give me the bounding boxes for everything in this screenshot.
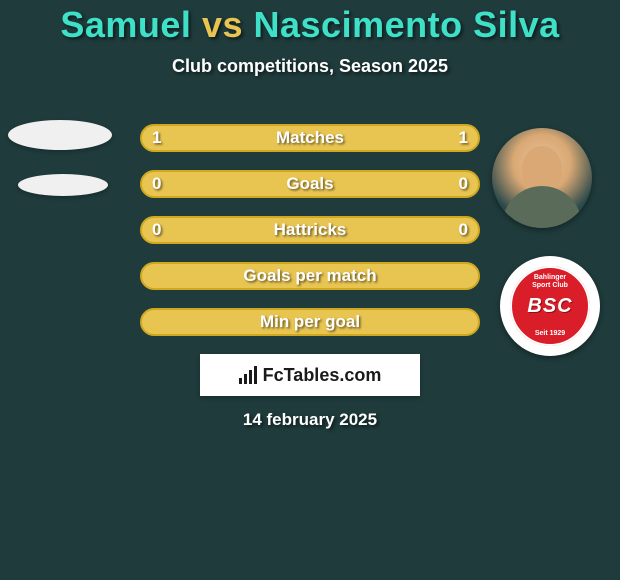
stat-row-goals: 0 Goals 0 <box>140 170 480 198</box>
badge-text-bottom: Seit 1929 <box>510 330 590 338</box>
title-player2: Nascimento Silva <box>254 4 560 45</box>
badge-center-text: BSC <box>527 295 572 318</box>
stat-label: Hattricks <box>274 220 347 240</box>
fctables-logo-icon <box>239 366 257 384</box>
stat-right-value: 1 <box>459 126 468 150</box>
stat-row-matches: 1 Matches 1 <box>140 124 480 152</box>
player2-club-badge-icon: Bahlinger Sport Club BSC Seit 1929 <box>500 256 600 356</box>
branding-box: FcTables.com <box>200 354 420 396</box>
stat-row-min-per-goal: Min per goal <box>140 308 480 336</box>
comparison-infographic: Samuel vs Nascimento Silva Club competit… <box>0 0 620 580</box>
stat-label: Goals per match <box>243 266 376 286</box>
title-vs: vs <box>202 4 243 45</box>
avatar-placeholder-icon <box>8 120 112 150</box>
stat-label: Goals <box>286 174 333 194</box>
stat-label: Matches <box>276 128 344 148</box>
title-player1: Samuel <box>60 4 191 45</box>
stat-right-value: 0 <box>459 218 468 242</box>
stat-row-hattricks: 0 Hattricks 0 <box>140 216 480 244</box>
stat-left-value: 0 <box>152 218 161 242</box>
player2-avatar-icon <box>492 128 592 228</box>
club-badge-inner: Bahlinger Sport Club BSC Seit 1929 <box>510 266 590 346</box>
stat-row-goals-per-match: Goals per match <box>140 262 480 290</box>
stat-bars: 1 Matches 1 0 Goals 0 0 Hattricks 0 Goal… <box>140 124 480 354</box>
stat-label: Min per goal <box>260 312 360 332</box>
subtitle: Club competitions, Season 2025 <box>0 56 620 77</box>
infographic-date: 14 february 2025 <box>0 410 620 430</box>
stat-left-value: 0 <box>152 172 161 196</box>
stat-left-value: 1 <box>152 126 161 150</box>
club-placeholder-icon <box>18 174 108 196</box>
page-title: Samuel vs Nascimento Silva <box>0 4 620 46</box>
stat-right-value: 0 <box>459 172 468 196</box>
badge-text-top: Bahlinger Sport Club <box>510 274 590 289</box>
branding-label: FcTables.com <box>263 365 382 386</box>
left-avatar-placeholder-group <box>8 120 118 220</box>
